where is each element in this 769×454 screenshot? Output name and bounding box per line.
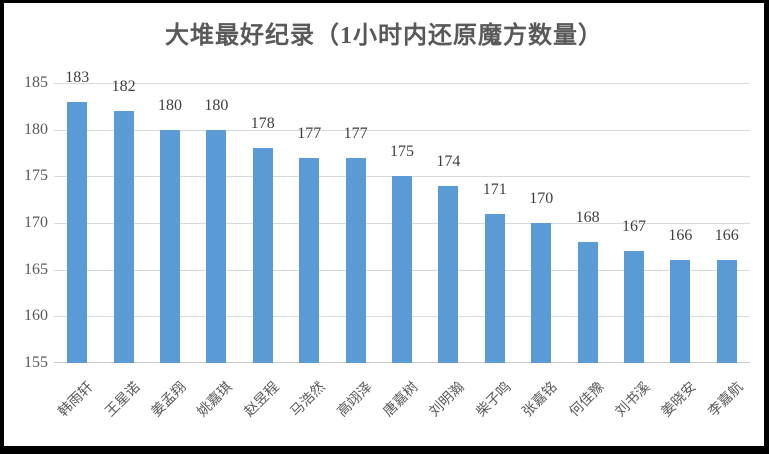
bar-value-label: 167 — [622, 218, 646, 235]
bar-value-label: 166 — [714, 227, 739, 245]
bar — [206, 129, 227, 363]
x-category-label: 姜晓安 — [659, 379, 700, 421]
x-category-label: 柴子鸣 — [473, 379, 515, 421]
x-category-label: 姚嘉琪 — [195, 379, 236, 421]
bar — [716, 260, 737, 363]
bar-value-label: 171 — [482, 180, 507, 198]
bar — [113, 111, 134, 363]
x-category-label: 唐嘉树 — [381, 379, 422, 421]
bar-value-label: 170 — [529, 190, 554, 207]
bar — [392, 176, 412, 363]
x-category-label: 何佳豫 — [566, 379, 608, 421]
bar — [438, 185, 459, 363]
y-tick-label: 160 — [24, 307, 48, 325]
bar-value-label: 175 — [390, 143, 414, 161]
bar-value-label: 178 — [250, 115, 275, 133]
bar — [624, 251, 644, 363]
y-tick-label: 155 — [24, 354, 48, 371]
bar-value-label: 183 — [65, 68, 90, 86]
bar-value-label: 180 — [204, 96, 229, 114]
bar — [67, 101, 88, 363]
bar-value-label: 177 — [343, 124, 368, 142]
bar — [345, 157, 366, 363]
bar — [577, 241, 598, 363]
bar — [160, 129, 180, 363]
y-axis: 155 160 165 170 175 180 185 — [6, 74, 48, 371]
x-axis: 韩雨轩 王星诺 姜孟翔 姚嘉琪 赵昱程 马浩然 高翊泽 唐嘉树 刘明瀚 柴子鸣 张嘉铭 何佳豫 刘书溪姜… — [54, 369, 750, 446]
bar — [670, 260, 691, 363]
x-category-label: 马浩然 — [288, 379, 329, 421]
x-category-label: 刘明瀚 — [427, 379, 468, 421]
y-tick-label: 165 — [24, 260, 48, 278]
x-category-label: 赵昱程 — [241, 379, 283, 421]
plot-area: 183 182 180 180 178 177 177 175 174 171 170 168 167 1… — [54, 69, 750, 363]
gridline — [54, 129, 750, 131]
y-tick-label: 185 — [24, 74, 48, 91]
x-category-label: 李嘉航 — [705, 379, 747, 421]
y-tick-label: 170 — [24, 214, 48, 231]
bar — [252, 148, 273, 363]
x-category-label: 张嘉铭 — [520, 379, 561, 421]
x-category-label: 韩雨轩 — [56, 379, 97, 421]
bar-value-label: 166 — [668, 227, 693, 245]
chart-title: 大堆最好纪录（1小时内还原魔方数量） — [165, 23, 603, 49]
bar — [484, 213, 505, 363]
gridline — [54, 83, 750, 84]
bar-value-label: 168 — [575, 208, 600, 226]
bar-value-label: 180 — [158, 96, 182, 114]
x-category-label: 姜孟翔 — [149, 379, 190, 421]
bar-value-label: 177 — [297, 124, 322, 142]
bar-value-label: 182 — [111, 78, 136, 95]
x-category-label: 高翊泽 — [334, 379, 376, 421]
y-tick-label: 175 — [24, 167, 48, 185]
bar — [531, 223, 552, 363]
y-tick-label: 180 — [24, 120, 48, 138]
x-category-label: 王星诺 — [102, 379, 144, 421]
bar-value-label: 174 — [436, 152, 461, 170]
x-category-label: 刘书溪 — [613, 379, 654, 421]
bar — [299, 157, 320, 363]
